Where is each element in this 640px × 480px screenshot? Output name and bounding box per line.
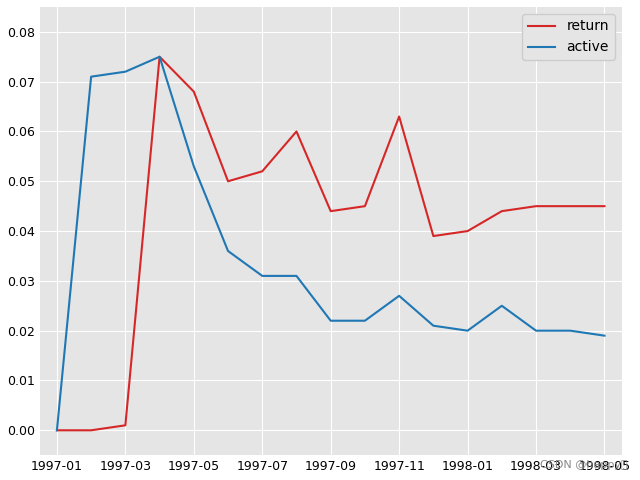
active — [396, 293, 403, 299]
active — [53, 427, 61, 433]
return — [190, 89, 198, 95]
active — [498, 303, 506, 309]
return — [156, 54, 163, 60]
return — [464, 228, 472, 234]
active — [190, 164, 198, 169]
return — [361, 204, 369, 209]
return — [224, 179, 232, 184]
active — [292, 273, 300, 279]
return — [498, 208, 506, 214]
Line: active: active — [57, 57, 604, 430]
active — [464, 328, 472, 334]
return — [292, 129, 300, 134]
Legend: return, active: return, active — [522, 14, 614, 60]
return — [396, 114, 403, 120]
return — [259, 168, 266, 174]
active — [361, 318, 369, 324]
return — [429, 233, 437, 239]
active — [122, 69, 129, 74]
return — [600, 204, 608, 209]
active — [566, 328, 574, 334]
Text: CSDN @happy鱼: CSDN @happy鱼 — [540, 460, 627, 470]
return — [53, 427, 61, 433]
active — [87, 74, 95, 80]
active — [224, 248, 232, 254]
active — [156, 54, 163, 60]
active — [327, 318, 335, 324]
return — [87, 427, 95, 433]
return — [122, 422, 129, 428]
Line: return: return — [57, 57, 604, 430]
active — [532, 328, 540, 334]
active — [259, 273, 266, 279]
return — [566, 204, 574, 209]
return — [327, 208, 335, 214]
active — [429, 323, 437, 329]
active — [600, 333, 608, 338]
return — [532, 204, 540, 209]
